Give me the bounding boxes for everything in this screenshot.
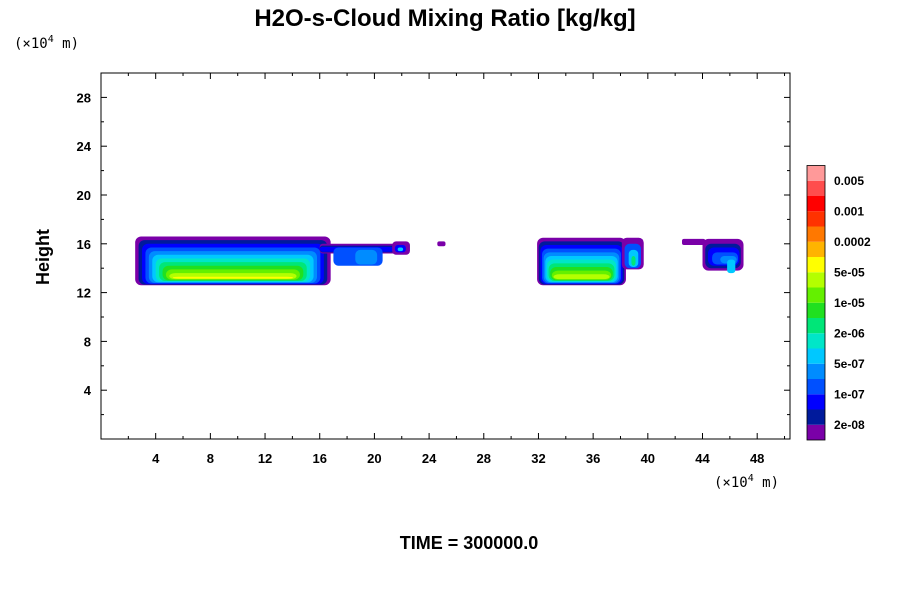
x-tick-label: 24 [422, 451, 437, 466]
x-tick-label: 8 [207, 451, 214, 466]
colorbar-swatch [807, 257, 825, 273]
colorbar: 2e-08 1e-07 5e-07 2e-06 1e-05 5e-05 0.0002 0.00… [806, 165, 871, 441]
y-axis-unit: (×104 m) [14, 34, 79, 52]
colorbar-label: 5e-07 [834, 357, 865, 371]
colorbar-swatch [807, 287, 825, 303]
y-axis-label: Height [33, 229, 53, 285]
y-tick-label: 4 [84, 383, 92, 398]
cloud-region-1-anvil [355, 249, 378, 265]
cloud-region-3 [553, 274, 610, 280]
cloud-region-3-lobe [631, 256, 636, 266]
time-label: TIME = 300000.0 [400, 533, 539, 553]
colorbar-swatch [807, 424, 825, 440]
x-tick-label: 44 [695, 451, 710, 466]
colorbar-swatch [807, 165, 825, 181]
x-tick-label: 28 [477, 451, 491, 466]
cloud-region-1 [172, 276, 294, 279]
y-tick-label: 24 [77, 139, 92, 154]
colorbar-frame [806, 165, 826, 441]
x-tick-label: 16 [312, 451, 326, 466]
x-tick-label: 48 [750, 451, 764, 466]
colorbar-swatch [807, 241, 825, 257]
colorbar-label: 2e-08 [834, 418, 865, 432]
x-axis-unit: (×104 m) [714, 473, 779, 491]
x-tick-label: 12 [258, 451, 272, 466]
colorbar-label: 0.001 [834, 204, 864, 218]
x-tick-label: 4 [152, 451, 160, 466]
x-tick-label: 36 [586, 451, 600, 466]
colorbar-swatch [807, 272, 825, 288]
colorbar-swatch [807, 226, 825, 242]
colorbar-label: 1e-07 [834, 387, 865, 401]
x-tick-label: 32 [531, 451, 545, 466]
y-tick-label: 28 [77, 90, 91, 105]
colorbar-label: 1e-05 [834, 296, 865, 310]
cloud-contours [135, 236, 744, 286]
x-tick-label: 20 [367, 451, 381, 466]
y-tick-label: 20 [77, 188, 91, 203]
colorbar-swatch [807, 180, 825, 196]
y-tick-label: 12 [77, 286, 91, 301]
colorbar-swatch [807, 196, 825, 212]
x-tick-label: 40 [641, 451, 655, 466]
colorbar-swatch [807, 211, 825, 227]
colorbar-label: 0.0002 [834, 235, 871, 249]
colorbar-swatch [807, 302, 825, 318]
colorbar-label: 0.005 [834, 174, 864, 188]
cloud-region-4 [682, 238, 706, 246]
y-tick-label: 8 [84, 334, 91, 349]
cloud-region-1-anvil [397, 247, 404, 252]
chart-title: H2O-s-Cloud Mixing Ratio [kg/kg] [254, 5, 635, 32]
colorbar-swatch [807, 333, 825, 349]
colorbar-label: 5e-05 [834, 265, 865, 279]
colorbar-swatch [807, 409, 825, 425]
colorbar-label: 2e-06 [834, 326, 865, 340]
cloud-region-2 [437, 241, 446, 247]
colorbar-swatch [807, 363, 825, 379]
colorbar-swatch [807, 348, 825, 364]
colorbar-swatch [807, 318, 825, 334]
cloud-region-4 [727, 259, 736, 274]
colorbar-swatch [807, 379, 825, 395]
colorbar-swatch [807, 394, 825, 410]
y-tick-label: 16 [77, 237, 91, 252]
